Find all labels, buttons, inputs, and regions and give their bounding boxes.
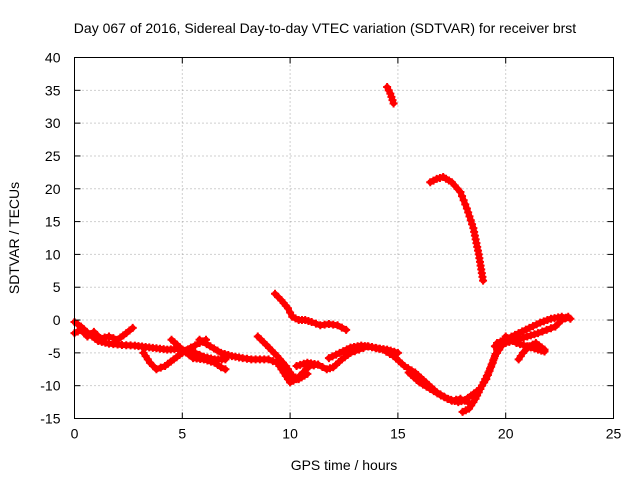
data-point: [540, 347, 549, 356]
data-point: [487, 360, 496, 369]
data-point: [128, 323, 137, 332]
y-tick-label: 20: [45, 181, 61, 197]
data-point: [464, 208, 473, 217]
data-point: [534, 329, 543, 338]
data-point: [566, 314, 575, 323]
data-point: [468, 220, 477, 229]
y-tick-label: -5: [48, 345, 61, 361]
series-arc-10: [458, 342, 506, 416]
grid: [74, 57, 614, 419]
data-point: [393, 348, 402, 357]
data-point: [186, 343, 195, 352]
data-point: [461, 200, 470, 209]
data-point: [342, 325, 351, 334]
data-point: [456, 394, 465, 403]
y-tick-label: -15: [40, 411, 60, 427]
data-point: [459, 196, 468, 205]
axis-ticks: 0 5 10 15 20 25 -15 -10 -5 0 5 10 15 20 25 30 35 40: [40, 50, 621, 442]
series-arc-3: [139, 335, 211, 374]
data-point: [221, 365, 230, 374]
data-point: [458, 192, 467, 201]
data-point: [318, 362, 327, 371]
data-series: [70, 83, 575, 416]
data-point: [333, 321, 342, 330]
data-point: [489, 356, 498, 365]
y-tick-label: -10: [40, 378, 60, 394]
data-point: [456, 188, 465, 197]
data-point: [307, 318, 316, 327]
x-tick-label: 15: [390, 426, 406, 442]
x-tick-label: 0: [71, 426, 79, 442]
plot-frame: [74, 57, 614, 419]
data-point: [311, 319, 320, 328]
series-arc-4: [167, 335, 230, 374]
data-point: [538, 327, 547, 336]
data-point: [104, 332, 113, 341]
y-tick-label: 15: [45, 214, 61, 230]
data-point: [486, 364, 495, 373]
x-axis-label: GPS time / hours: [291, 457, 398, 473]
chart-title: Day 067 of 2016, Sidereal Day-to-day VTE…: [74, 20, 576, 36]
data-point: [152, 365, 161, 374]
y-tick-label: 5: [53, 279, 61, 295]
y-tick-label: 40: [45, 50, 61, 66]
data-point: [303, 369, 312, 378]
data-point: [314, 360, 323, 369]
series-arc-15: [271, 289, 351, 334]
x-tick-label: 5: [178, 426, 186, 442]
data-point: [286, 308, 295, 317]
series-arc-9: [404, 368, 474, 407]
data-point: [389, 99, 398, 108]
data-point: [264, 355, 273, 364]
series-arc-16: [383, 83, 398, 108]
data-point: [462, 204, 471, 213]
data-point: [546, 324, 555, 333]
data-point: [465, 212, 474, 221]
series-arc-17: [426, 172, 488, 285]
data-point: [479, 276, 488, 285]
x-tick-label: 25: [606, 426, 622, 442]
data-point: [217, 363, 226, 372]
series-arc-6: [253, 332, 312, 384]
data-point: [337, 323, 346, 332]
data-point: [156, 363, 165, 372]
data-point: [484, 368, 493, 377]
x-tick-label: 20: [498, 426, 514, 442]
data-point: [191, 341, 200, 350]
data-point: [460, 396, 469, 405]
data-point: [268, 357, 277, 366]
data-point: [542, 325, 551, 334]
x-tick-label: 10: [282, 426, 298, 442]
y-tick-label: 0: [53, 312, 61, 328]
data-point: [466, 216, 475, 225]
y-tick-label: 25: [45, 148, 61, 164]
data-point: [283, 304, 292, 313]
y-axis-label: SDTVAR / TECUs: [6, 182, 22, 294]
y-tick-label: 30: [45, 115, 61, 131]
y-tick-label: 10: [45, 246, 61, 262]
y-tick-label: 35: [45, 82, 61, 98]
series-arc-14: [501, 332, 549, 356]
